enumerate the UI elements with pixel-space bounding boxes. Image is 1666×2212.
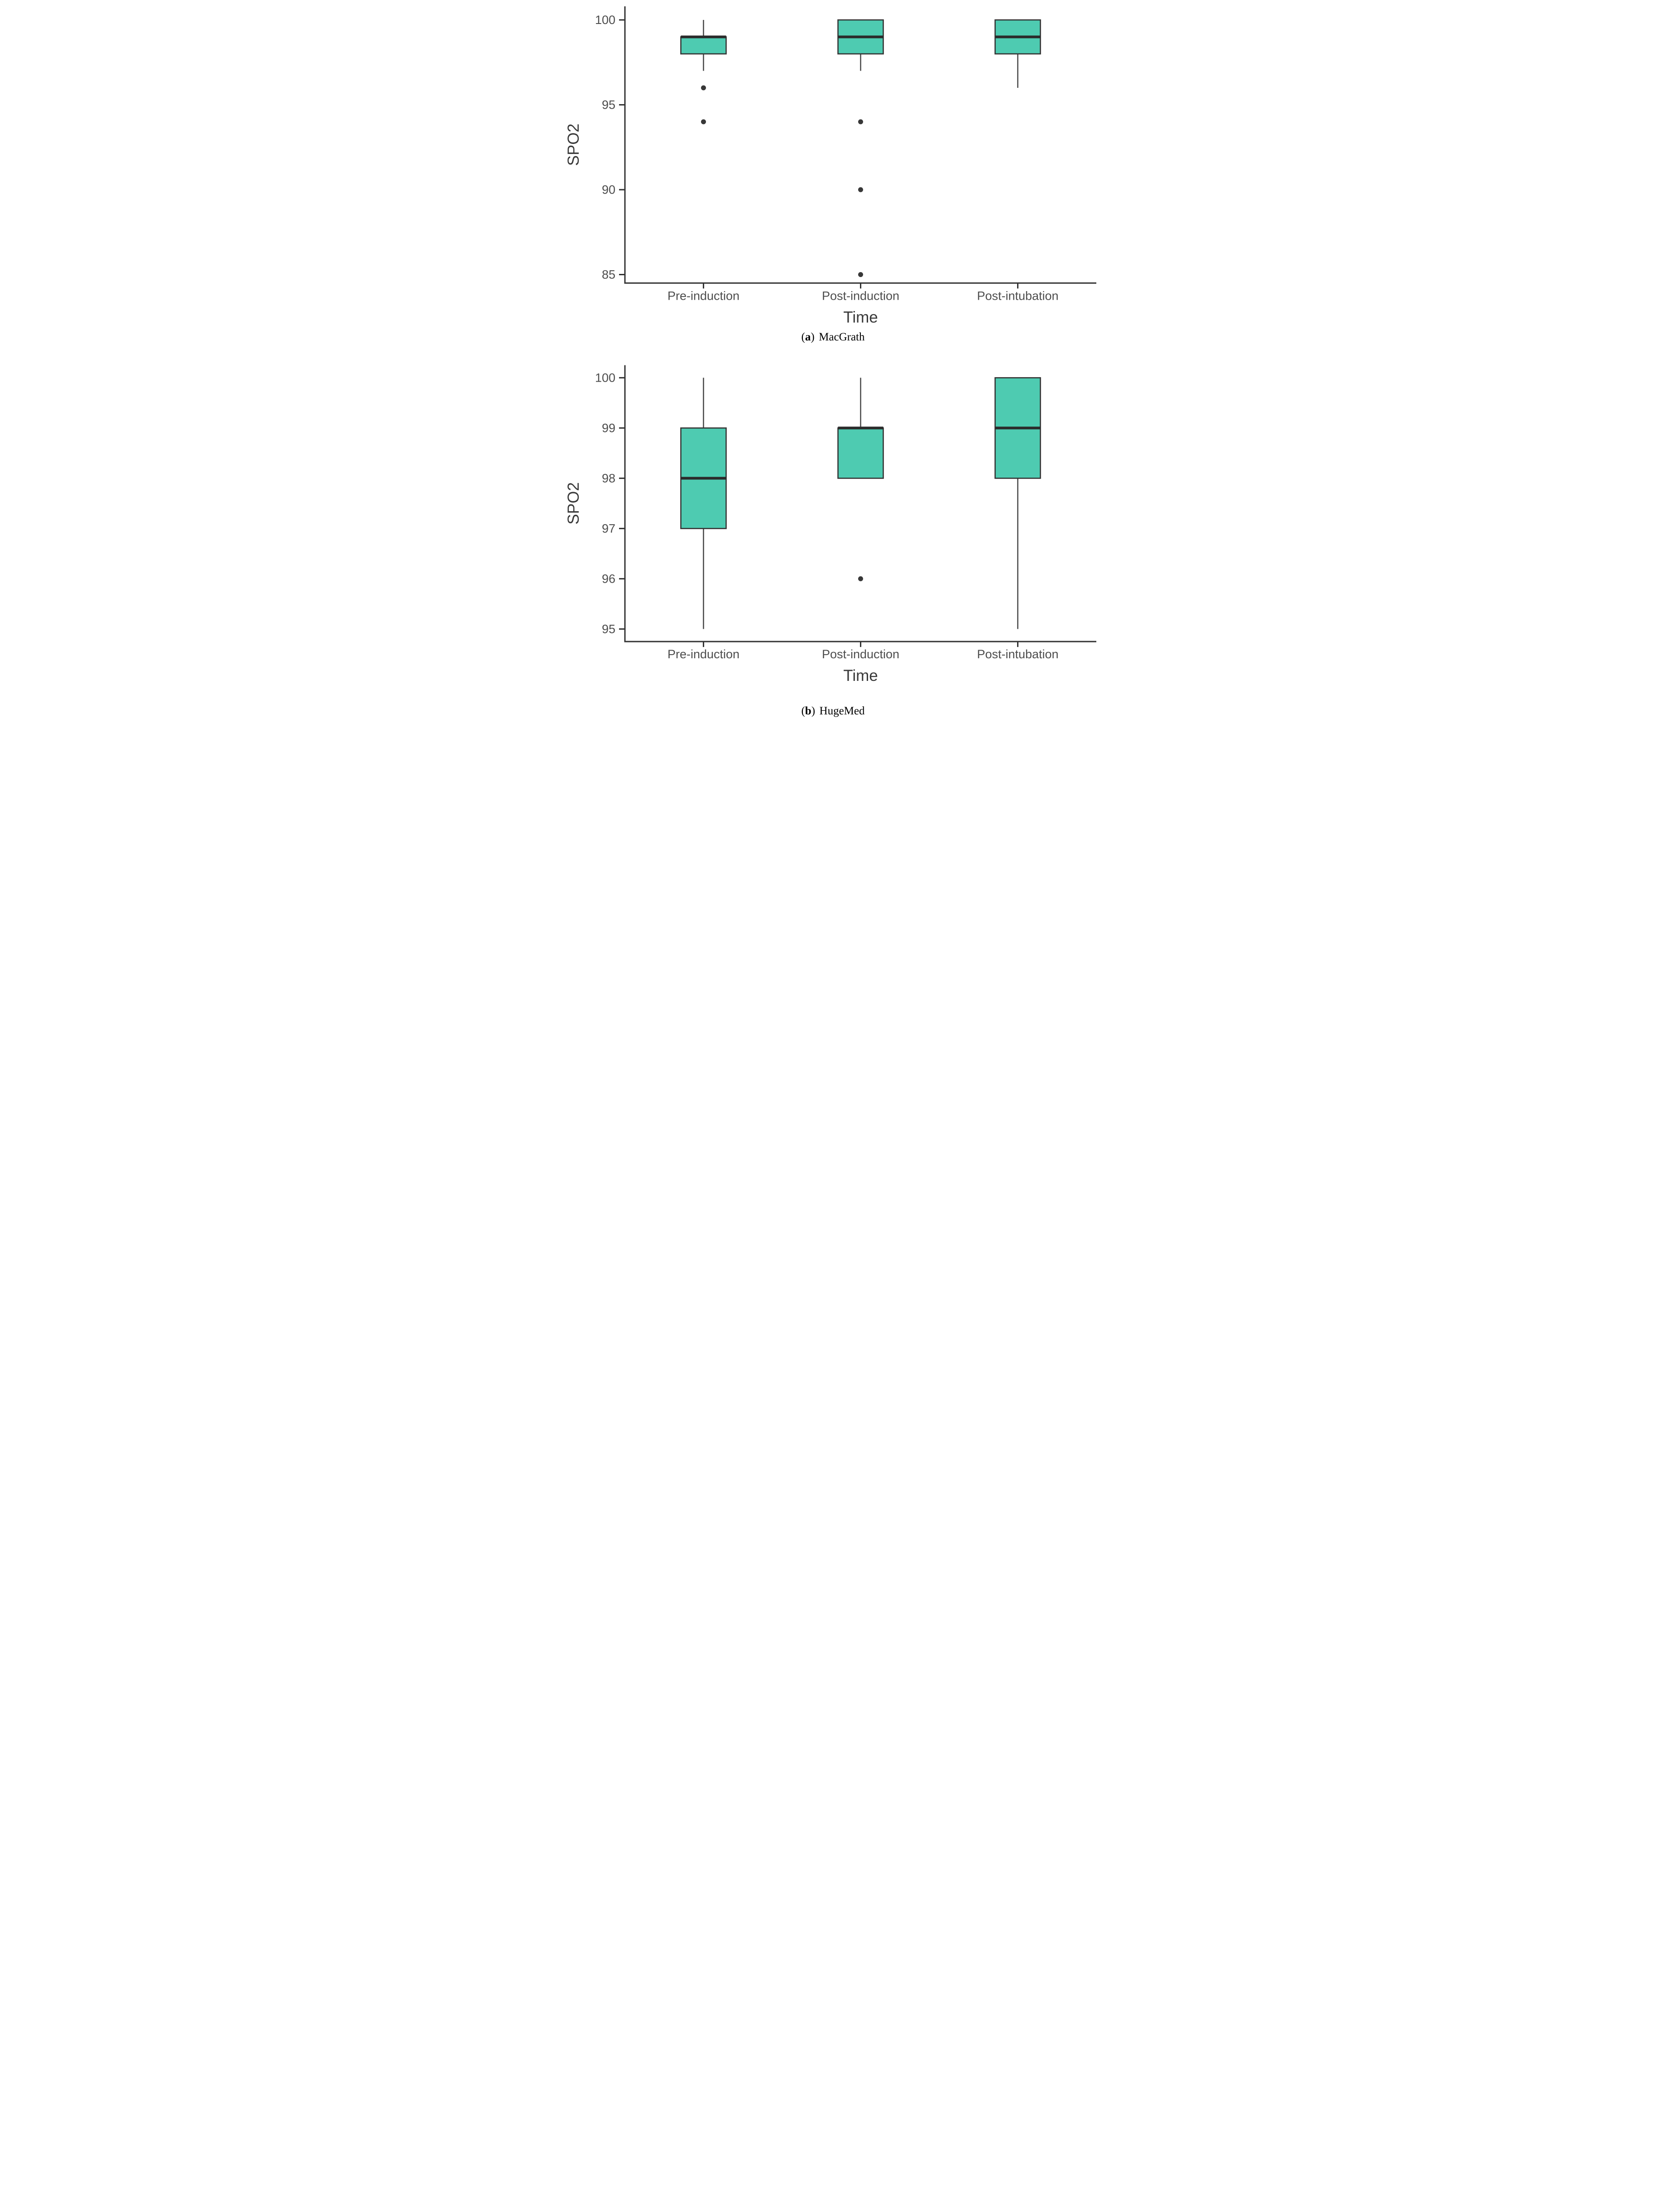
caption-a-close-paren: )	[811, 331, 815, 343]
caption-b-device-name: HugeMed	[819, 705, 865, 717]
y-tick-label: 97	[601, 522, 615, 535]
box-rect	[837, 427, 884, 479]
y-tick-label: 99	[601, 421, 615, 435]
y-axis-title: SPO2	[565, 124, 582, 166]
outlier-point	[858, 272, 863, 277]
outlier-point	[858, 576, 863, 581]
caption-a-open-paren: (	[801, 331, 805, 343]
y-tick-label: 98	[601, 471, 615, 485]
y-tick-label: 95	[601, 622, 615, 636]
category-label: Post-induction	[821, 289, 899, 302]
y-tick-label: 90	[601, 183, 615, 196]
y-tick-label: 85	[601, 268, 615, 282]
box-rect	[680, 36, 727, 55]
category-label: Pre-induction	[667, 289, 739, 302]
y-tick-label: 100	[595, 371, 615, 384]
outlier-point	[858, 187, 863, 192]
boxplot-hugemed: 100 99 98 97 96 95 Pre-induction Post-induction…	[562, 358, 1105, 688]
boxplot-svg: 100 95 90 85 Pre-induction Post-induction Post…	[565, 6, 1096, 326]
caption-a-device-name: MacGrath	[819, 331, 865, 343]
caption-b: (b) HugeMed	[562, 704, 1105, 718]
caption-b-letter: b	[805, 705, 811, 717]
x-axis-title: Time	[843, 308, 878, 326]
category-label: Post-intubation	[977, 289, 1058, 302]
y-axis-title: SPO2	[565, 482, 582, 524]
caption-b-close-paren: )	[811, 705, 816, 717]
y-tick-label: 95	[601, 98, 615, 112]
category-label: Pre-induction	[667, 647, 739, 661]
caption-a-letter: a	[805, 331, 811, 343]
boxplot-svg: 100 99 98 97 96 95 Pre-induction Post-induction…	[565, 365, 1096, 685]
figure-page: 100 95 90 85 Pre-induction Post-induction Post…	[561, 0, 1105, 722]
boxplot-macgrath: 100 95 90 85 Pre-induction Post-induction Post…	[562, 0, 1105, 328]
y-tick-label: 100	[595, 13, 615, 27]
caption-a: (a) MacGrath	[562, 330, 1105, 344]
y-tick-label: 96	[601, 572, 615, 585]
outlier-point	[701, 119, 706, 124]
category-label: Post-intubation	[977, 647, 1058, 661]
x-axis-title: Time	[843, 667, 878, 685]
category-label: Post-induction	[821, 647, 899, 661]
outlier-point	[701, 85, 706, 91]
caption-b-open-paren: (	[801, 705, 805, 717]
outlier-point	[858, 119, 863, 124]
